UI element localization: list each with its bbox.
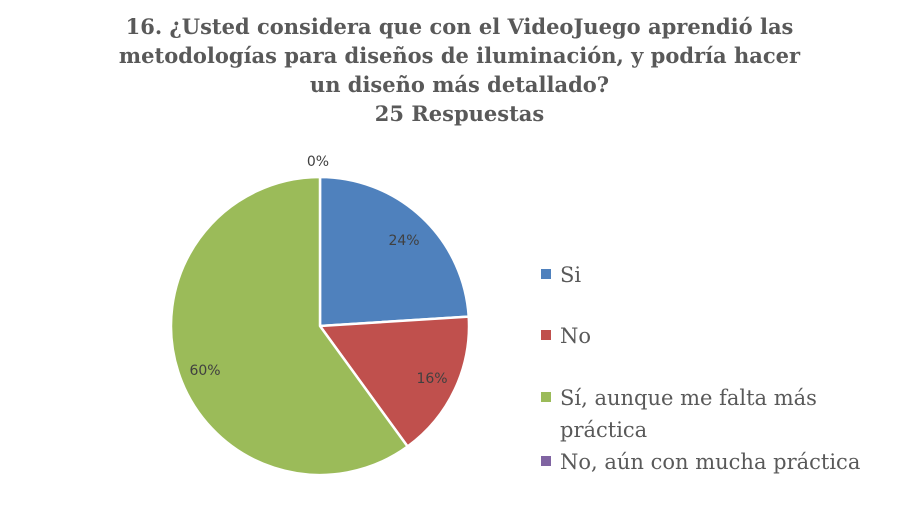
legend-label-1: Si (560, 263, 581, 287)
legend-label-4: No, aún con mucha práctica (560, 450, 860, 474)
chart-title-line-4: 25 Respuestas (374, 101, 545, 126)
chart-title-line-3: un diseño más detallado? (309, 72, 610, 97)
legend-label-2: No (560, 324, 591, 348)
legend-swatch-1 (541, 269, 551, 279)
chart-title-line-1: 16. ¿Usted considera que con el VideoJue… (125, 14, 794, 39)
legend-label-3-line-1: Sí, aunque me falta más (560, 386, 817, 410)
data-label-4: 0% (307, 154, 329, 170)
pie-slice-1 (318, 175, 470, 328)
legend-label-3-line-2: práctica (560, 418, 647, 442)
data-label-1: 24% (388, 233, 419, 249)
pie-slice-3 (169, 175, 409, 477)
legend-swatch-3 (541, 392, 551, 402)
data-label-2: 16% (416, 371, 447, 387)
pie-slice-2 (318, 315, 471, 448)
legend-swatch-2 (541, 330, 551, 340)
data-label-3: 60% (189, 363, 220, 379)
legend-swatch-4 (541, 456, 551, 466)
chart-title-line-2: metodologías para diseños de iluminación… (118, 43, 801, 68)
chart-title: 16. ¿Usted considera que con el VideoJue… (0, 12, 919, 128)
